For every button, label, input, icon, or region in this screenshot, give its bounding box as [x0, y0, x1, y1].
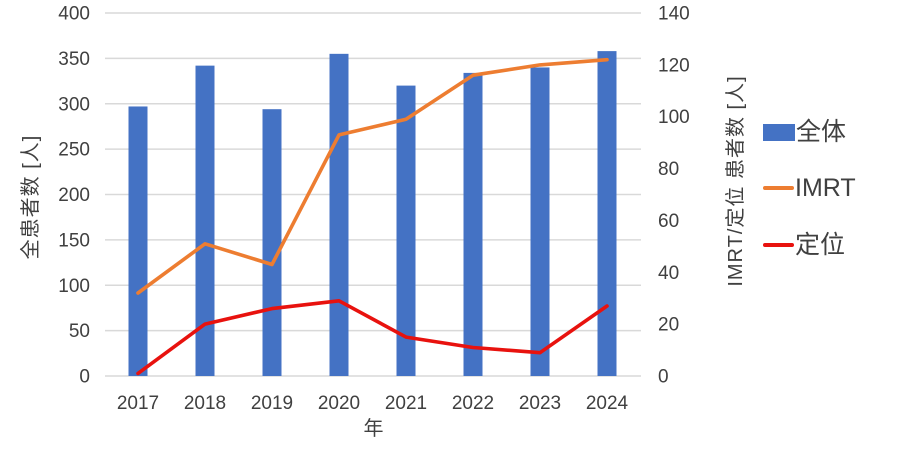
- bar-2020: [329, 53, 349, 377]
- x-axis-tick-label: 2022: [452, 393, 494, 414]
- x-axis-tick-label: 2020: [318, 393, 360, 414]
- left-axis-title: 全患者数 [人]: [20, 134, 42, 260]
- x-axis-tick-label: 2021: [385, 393, 427, 414]
- x-axis-tick-label: 2023: [519, 393, 561, 414]
- legend-label-imrt: IMRT: [795, 174, 856, 202]
- right-axis-tick-label: 100: [658, 107, 690, 128]
- left-axis-tick-label: 300: [58, 94, 90, 115]
- bar-2018: [195, 65, 215, 376]
- legend-item-total: 全体: [763, 117, 846, 147]
- left-axis-tick-label: 150: [58, 230, 90, 251]
- left-axis-tick-label: 50: [69, 321, 90, 342]
- x-axis-title: 年: [363, 418, 385, 440]
- right-axis-title: IMRT/定位 患者数 [人]: [725, 75, 747, 287]
- legend-item-imrt: IMRT: [763, 173, 856, 203]
- x-axis-tick-label: 2024: [586, 393, 629, 414]
- left-axis-tick-label: 350: [58, 49, 90, 70]
- imrt-line-swatch-icon: [763, 186, 794, 190]
- bar-2019: [262, 109, 282, 376]
- bar-2017: [128, 106, 148, 376]
- left-axis-tick-label: 400: [58, 4, 90, 25]
- x-axis-tick-label: 2018: [184, 393, 226, 414]
- left-axis-tick-label: 200: [58, 185, 90, 206]
- right-axis-tick-label: 60: [658, 211, 679, 232]
- total-bar-swatch-icon: [763, 123, 795, 141]
- x-axis-tick-label: 2017: [117, 393, 159, 414]
- bar-2021: [396, 85, 416, 376]
- legend-label-total: 全体: [796, 118, 847, 146]
- right-axis-tick-label: 120: [658, 55, 690, 76]
- bar-2022: [463, 72, 483, 377]
- left-axis-tick-label: 100: [58, 276, 90, 297]
- stereotactic-line-swatch-icon: [763, 243, 794, 247]
- right-axis-tick-label: 0: [658, 367, 669, 388]
- legend-label-stereotactic: 定位: [795, 231, 846, 259]
- right-axis-tick-label: 80: [658, 159, 679, 180]
- left-axis-tick-label: 0: [79, 367, 90, 388]
- x-axis-tick-label: 2019: [251, 393, 293, 414]
- right-axis-tick-label: 40: [658, 263, 679, 284]
- right-axis-tick-label: 20: [658, 315, 679, 336]
- imrt-line: [136, 57, 609, 295]
- left-axis-tick-label: 250: [58, 140, 90, 161]
- bar-2024: [597, 51, 617, 377]
- legend-item-stereotactic: 定位: [763, 230, 845, 260]
- right-axis-tick-label: 140: [658, 4, 690, 25]
- bar-2023: [530, 67, 550, 376]
- stereotactic-line: [136, 298, 609, 376]
